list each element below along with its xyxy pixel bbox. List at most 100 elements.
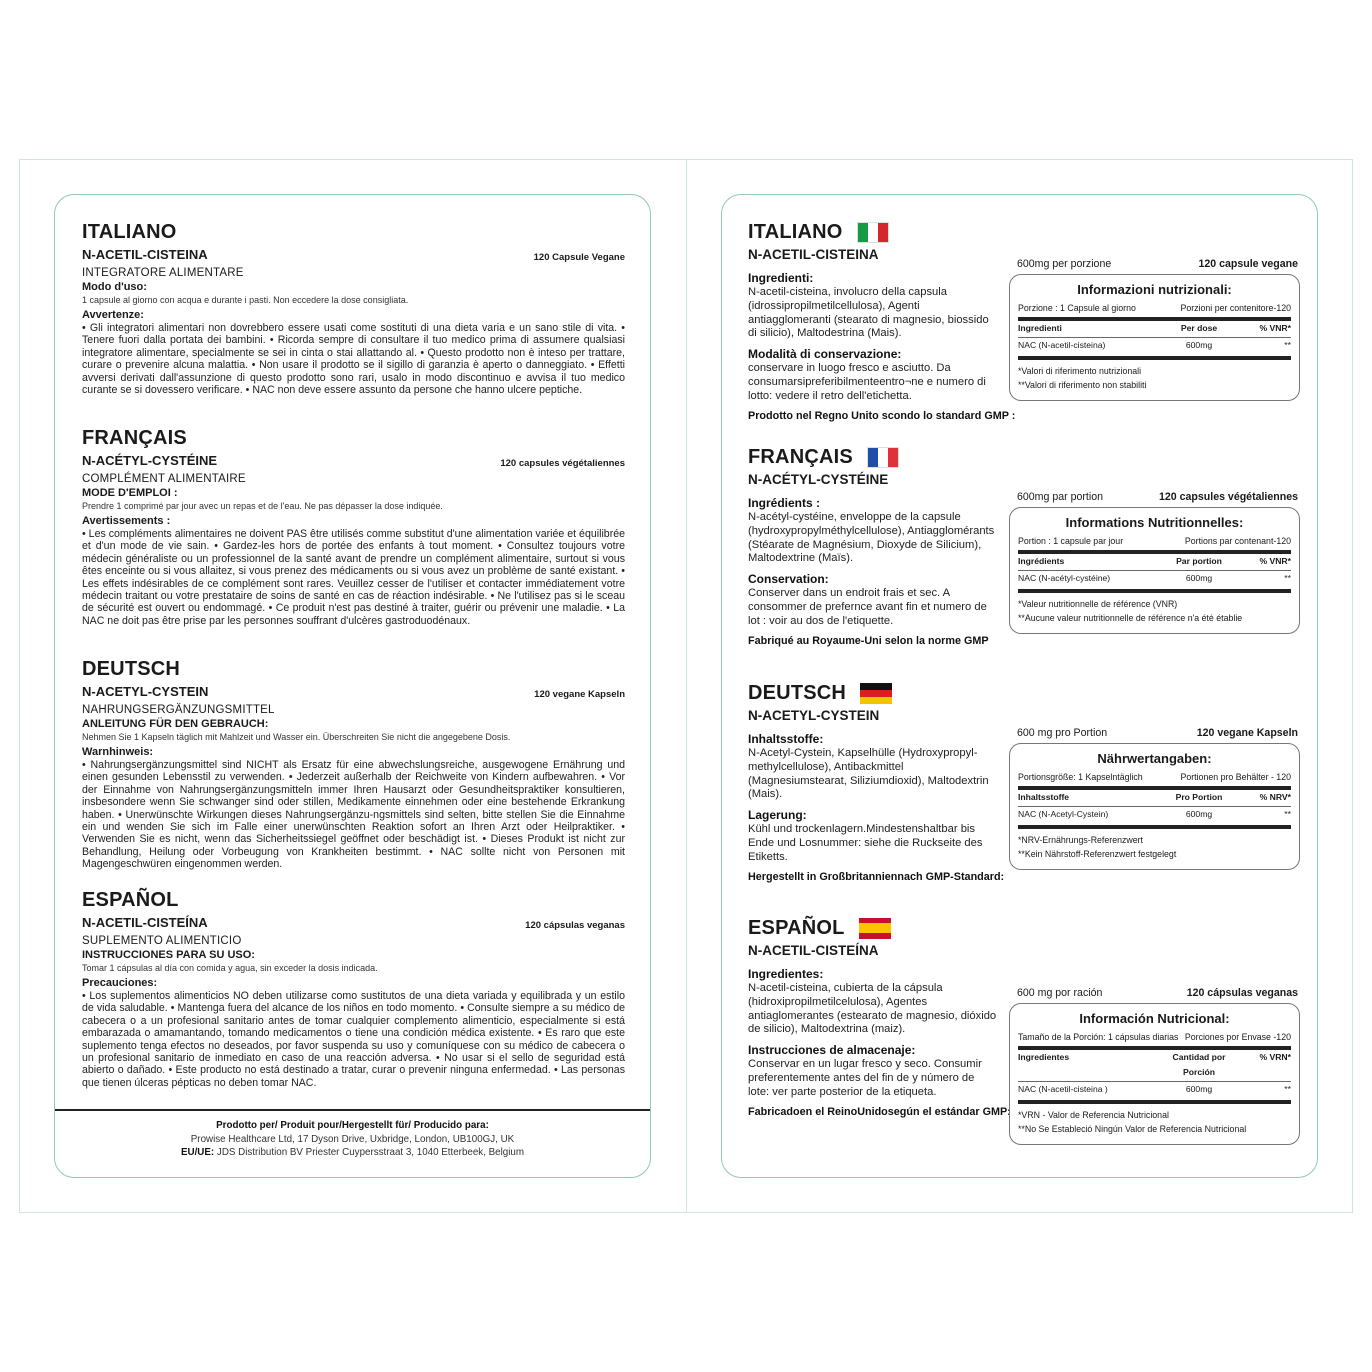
- table-row: NAC (N-acétyl-cystéine) 600mg **: [1018, 573, 1291, 583]
- footer-title: Prodotto per/ Produit pour/Hergestellt f…: [216, 1120, 489, 1131]
- nutrition-table: Nährwertangaben: Portionsgröße: 1 Kapsel…: [1009, 743, 1300, 870]
- usage-title: ANLEITUNG FÜR DEN GEBRAUCH:: [82, 718, 269, 730]
- manufacturing-note: Prodotto nel Regno Unito scondo lo stand…: [748, 409, 1016, 422]
- storage-text: Conserver dans un endroit frais et sec. …: [748, 587, 987, 627]
- left-section-3: ESPAÑOL N-ACETIL-CISTEÍNA 120 cápsulas ve…: [82, 889, 625, 1089]
- warnings-text: • Gli integratori alimentari non dovrebb…: [82, 322, 625, 397]
- capsule-count: 120 cápsulas veganas: [525, 920, 625, 931]
- nutrition-title: Información Nutricional:: [1079, 1011, 1230, 1026]
- storage-title: Modalità di conservazione:: [748, 347, 902, 362]
- product-category: NAHRUNGSERGÄNZUNGSMITTEL: [82, 704, 275, 716]
- serving-size: Porzione : 1 Capsule al giorno: [1018, 303, 1136, 313]
- right-section-3: ESPAÑOL N-ACETIL-CISTEÍNA Ingredientes: …: [748, 917, 1300, 1145]
- flag-icon: [858, 917, 891, 939]
- ingredients-text: N-Acetyl-Cystein, Kapselhülle (Hydroxypr…: [748, 747, 989, 801]
- language-heading: FRANÇAIS: [82, 427, 187, 449]
- dose-per-serving: 600mg per porzione: [1017, 258, 1112, 270]
- footnote-1: *Valeur nutritionnelle de référence (VNR…: [1018, 599, 1178, 609]
- footnote-2: **Valori di riferimento non stabiliti: [1018, 380, 1147, 390]
- language-heading: DEUTSCH: [748, 682, 847, 704]
- table-row: NAC (N-Acetyl-Cystein) 600mg **: [1018, 809, 1291, 819]
- footer-eu-address: EU/UE: JDS Distribution BV Priester Cuyp…: [180, 1147, 525, 1158]
- usage-title: MODE D'EMPLOI :: [82, 487, 178, 499]
- footnote-2: **Kein Nährstoff-Referenzwert festgelegt: [1018, 849, 1177, 859]
- product-name: N-ACÉTYL-CYSTÉINE: [748, 472, 889, 487]
- ingredients-title: Ingrédients :: [748, 496, 821, 510]
- warnings-title: Avertissements :: [82, 515, 171, 527]
- usage-title: Modo d'uso:: [82, 281, 147, 293]
- manufacturing-note: Fabricadoen el ReinoUnidosegún el estánd…: [748, 1105, 1011, 1118]
- table-header: Ingredienti Per dose% VNR*: [1018, 323, 1291, 333]
- table-row: NAC (N-acetil-cisteina ) 600mg **: [1018, 1084, 1291, 1094]
- storage-text: conservare in luogo fresco e asciutto. D…: [748, 362, 986, 402]
- language-heading: DEUTSCH: [82, 658, 181, 680]
- warnings-text: • Les compléments alimentaires ne doiven…: [82, 528, 625, 627]
- manufacturing-note: Hergestellt in Großbritanniennach GMP-St…: [748, 870, 1005, 883]
- right-section-2: DEUTSCH N-ACETYL-CYSTEIN Inhaltsstoffe: …: [748, 682, 1300, 884]
- nutrition-title: Informations Nutritionnelles:: [1065, 515, 1244, 530]
- right-section-0: ITALIANO N-ACETIL-CISTEINA Ingredienti: …: [748, 221, 1300, 423]
- storage-text: Kühl und trockenlagern.Mindestenshaltbar…: [748, 823, 983, 863]
- storage-title: Lagerung:: [748, 808, 807, 823]
- usage-text: Prendre 1 comprimé par jour avec un repa…: [82, 501, 443, 511]
- servings-per-container: Porzioni per contenitore-120: [1180, 303, 1291, 313]
- ingredients-text: N-acetil-cisteina, involucro della capsu…: [748, 286, 989, 340]
- capsule-count: 120 capsules végétaliennes: [500, 458, 625, 469]
- footnote-1: *NRV-Ernährungs-Referenzwert: [1018, 835, 1144, 845]
- warnings-title: Warnhinweis:: [82, 746, 154, 758]
- servings-per-container: Porciones por Envase -120: [1184, 1032, 1291, 1042]
- product-name: N-ACETIL-CISTEINA: [748, 247, 879, 262]
- capsule-count: 120 cápsulas veganas: [1186, 987, 1298, 999]
- manufacturing-note: Fabriqué au Royaume-Uni selon la norme G…: [748, 634, 989, 647]
- serving-size: Portion : 1 capsule par jour: [1018, 536, 1124, 546]
- footnote-2: **Aucune valeur nutritionnelle de référe…: [1018, 613, 1243, 623]
- right-section-1: FRANÇAIS N-ACÉTYL-CYSTÉINE Ingrédients :…: [748, 446, 1300, 648]
- usage-text: Tomar 1 cápsulas al día con comida y agu…: [82, 963, 378, 973]
- product-name: N-ACETYL-CYSTEIN: [748, 708, 880, 723]
- nutrition-panel: 600 mg por ración 120 cápsulas veganas In…: [1009, 987, 1300, 1145]
- ingredients-title: Inhaltsstoffe:: [748, 732, 824, 746]
- capsule-count: 120 capsule vegane: [1198, 258, 1298, 270]
- product-name: N-ACETIL-CISTEÍNA: [748, 943, 879, 958]
- product-name: N-ACETIL-CISTEINA 120 Capsule Vegane: [82, 247, 625, 263]
- product-category: SUPLEMENTO ALIMENTICIO: [82, 935, 242, 947]
- warnings-title: Avvertenze:: [82, 309, 144, 321]
- ingredients-title: Ingredienti:: [748, 271, 814, 285]
- capsule-count: 120 vegane Kapseln: [534, 689, 625, 700]
- table-header: Inhaltsstoffe Pro Portion% NRV*: [1018, 792, 1291, 802]
- language-heading: ITALIANO: [748, 221, 843, 243]
- language-heading: ITALIANO: [82, 221, 177, 243]
- usage-text: Nehmen Sie 1 Kapseln täglich mit Mahlzei…: [82, 732, 511, 742]
- usage-text: 1 capsule al giorno con acqua e durante …: [82, 295, 409, 305]
- nutrition-table: Información Nutricional: Tamaño de la Po…: [1009, 1003, 1300, 1145]
- table-header: Ingrédients Par portion% VNR*: [1018, 556, 1291, 566]
- product-name: N-ACETYL-CYSTEIN 120 vegane Kapseln: [82, 684, 625, 700]
- nutrition-title: Nährwertangaben:: [1097, 751, 1212, 766]
- distributor-footer: Prodotto per/ Produit pour/Hergestellt f…: [55, 1119, 650, 1160]
- table-row: NAC (N-acetil-cisteina) 600mg **: [1018, 340, 1291, 350]
- capsule-count: 120 vegane Kapseln: [1196, 727, 1298, 739]
- servings-per-container: Portions par contenant-120: [1184, 536, 1291, 546]
- dose-per-serving: 600 mg por ración: [1017, 987, 1103, 999]
- footnote-1: *VRN - Valor de Referencia Nutricional: [1018, 1110, 1169, 1120]
- footer-divider: [55, 1109, 650, 1111]
- flag-icon: [856, 221, 889, 243]
- left-section-1: FRANÇAIS N-ACÉTYL-CYSTÉINE 120 capsules v…: [82, 427, 625, 627]
- flag-icon: [866, 446, 899, 468]
- footnote-2: **No Se Estableció Ningún Valor de Refer…: [1018, 1124, 1247, 1134]
- ingredients-text: N-acétyl-cystéine, enveloppe de la capsu…: [748, 511, 995, 565]
- left-label-panel: ITALIANO N-ACETIL-CISTEINA 120 Capsule Ve…: [54, 194, 651, 1178]
- product-category: COMPLÉMENT ALIMENTAIRE: [82, 473, 246, 485]
- servings-per-container: Portionen pro Behälter - 120: [1180, 772, 1291, 782]
- serving-size: Tamaño de la Porción: 1 cápsulas diarias: [1018, 1032, 1179, 1042]
- capsule-count: 120 Capsule Vegane: [533, 252, 625, 263]
- language-heading: FRANÇAIS: [748, 446, 853, 468]
- capsule-count: 120 capsules végétaliennes: [1159, 491, 1298, 503]
- dose-per-serving: 600 mg pro Portion: [1017, 727, 1108, 739]
- left-section-2: DEUTSCH N-ACETYL-CYSTEIN 120 vegane Kapse…: [82, 658, 625, 871]
- nutrition-table: Informazioni nutrizionali: Porzione : 1 …: [1009, 274, 1300, 401]
- ingredients-text: N-acetil-cisteina, cubierta de la cápsul…: [748, 982, 997, 1036]
- product-category: INTEGRATORE ALIMENTARE: [82, 267, 244, 279]
- right-label-panel: ITALIANO N-ACETIL-CISTEINA Ingredienti: …: [721, 194, 1318, 1178]
- language-heading: ESPAÑOL: [748, 917, 845, 939]
